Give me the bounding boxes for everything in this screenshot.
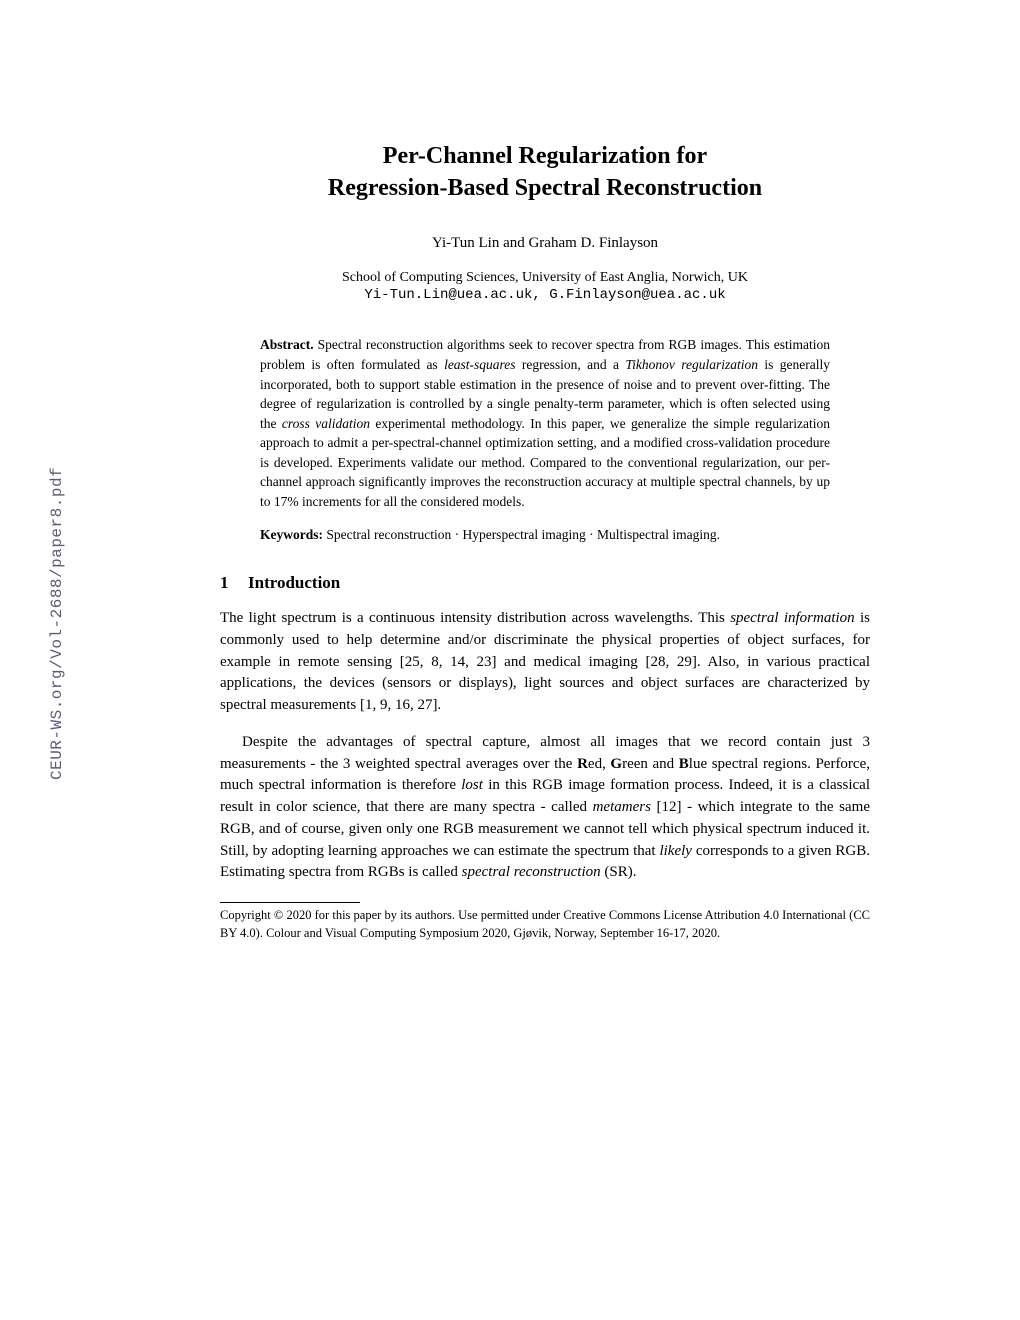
abstract-text-2: regression, and a xyxy=(516,357,626,372)
keywords-label: Keywords: xyxy=(260,527,323,542)
abstract-italic-3: cross validation xyxy=(282,416,370,431)
abstract: Abstract. Spectral reconstruction algori… xyxy=(260,335,830,511)
p2-text-2: ed, xyxy=(588,756,611,772)
keywords: Keywords: Spectral reconstruction · Hype… xyxy=(260,525,830,545)
p2-italic-4: spectral reconstruction xyxy=(462,864,601,880)
section-heading-introduction: 1Introduction xyxy=(220,573,870,593)
p2-text-8: (SR). xyxy=(601,864,637,880)
p2-bold-b: B xyxy=(679,756,689,772)
title-line-2: Regression-Based Spectral Reconstruction xyxy=(328,175,762,201)
abstract-italic-1: least-squares xyxy=(444,357,516,372)
section-title: Introduction xyxy=(248,573,340,592)
p2-italic-1: lost xyxy=(461,777,483,793)
keywords-text: Spectral reconstruction · Hyperspectral … xyxy=(323,527,720,542)
abstract-label: Abstract. xyxy=(260,337,314,352)
paragraph-2: Despite the advantages of spectral captu… xyxy=(220,732,870,884)
abstract-italic-2: Tikhonov regularization xyxy=(625,357,758,372)
p2-bold-g: G xyxy=(610,756,622,772)
affiliation: School of Computing Sciences, University… xyxy=(220,268,870,288)
footnote-rule xyxy=(220,902,360,903)
p1-italic-1: spectral information xyxy=(730,610,854,626)
title-line-1: Per-Channel Regularization for xyxy=(383,143,707,169)
sidebar-url: CEUR-WS.org/Vol-2688/paper8.pdf xyxy=(48,467,66,780)
author-emails: Yi-Tun.Lin@uea.ac.uk, G.Finlayson@uea.ac… xyxy=(220,287,870,303)
paragraph-1: The light spectrum is a continuous inten… xyxy=(220,608,870,717)
p2-bold-r: R xyxy=(577,756,588,772)
p1-text-1: The light spectrum is a continuous inten… xyxy=(220,610,730,626)
footnote: Copyright © 2020 for this paper by its a… xyxy=(220,907,870,942)
section-number: 1 xyxy=(220,573,248,593)
paper-title: Per-Channel Regularization for Regressio… xyxy=(220,140,870,205)
authors: Yi-Tun Lin and Graham D. Finlayson xyxy=(220,235,870,252)
p2-italic-2: metamers xyxy=(593,799,651,815)
p2-italic-3: likely xyxy=(659,843,691,859)
page-content: Per-Channel Regularization for Regressio… xyxy=(220,0,870,942)
p2-text-3: reen and xyxy=(622,756,679,772)
